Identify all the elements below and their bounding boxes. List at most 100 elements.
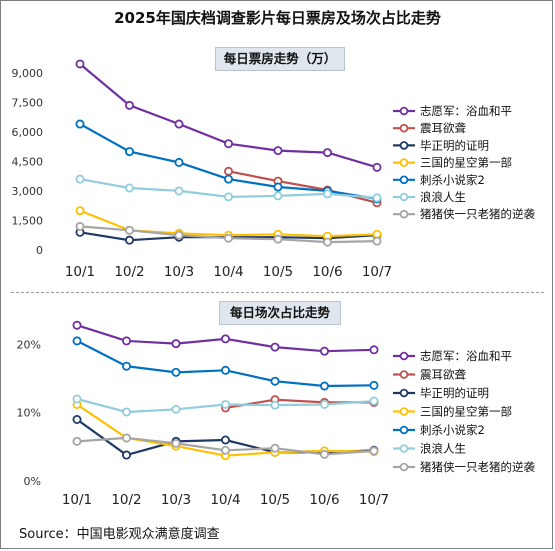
chart2-data-point	[369, 396, 379, 406]
chart2-data-point	[72, 436, 82, 446]
chart2-data-point	[122, 450, 132, 460]
chart1-series-line	[228, 170, 378, 204]
chart1-data-point	[125, 183, 135, 193]
chart1-legend-label: 震耳欲聋	[420, 121, 466, 135]
chart1-data-point	[322, 148, 332, 158]
chart1-ytick-label: 6,000	[12, 126, 44, 139]
chart2-legend-label: 三国的星空第一部	[420, 405, 512, 419]
chart1-title: 每日票房走势（万）	[215, 47, 345, 71]
chart2-ytick-label: 0%	[24, 475, 41, 488]
chart1-legend-label: 三国的星空第一部	[420, 156, 512, 170]
chart1-ytick-label: 0	[36, 244, 43, 257]
chart2-data-point	[270, 400, 280, 410]
chart2-legend-label: 志愿军：浴血和平	[420, 349, 512, 363]
chart2-data-point	[270, 443, 280, 453]
chart2-xtick-label: 10/5	[260, 492, 290, 508]
chart1-xtick-label: 10/3	[164, 264, 194, 280]
divider	[11, 292, 544, 293]
chart1-ytick-label: 7,500	[12, 96, 44, 109]
chart2-data-point	[171, 339, 181, 349]
chart2-data-point	[171, 404, 181, 414]
chart1-data-point	[125, 100, 135, 110]
chart2-title: 每日场次占比走势	[219, 301, 341, 325]
chart1-legend-label: 毕正明的证明	[420, 138, 489, 152]
chart1-data-point	[372, 193, 382, 203]
chart2-data-point	[220, 445, 230, 455]
chart1-data-point	[125, 147, 135, 157]
chart2-data-point	[122, 361, 132, 371]
chart1-data-point	[223, 166, 233, 176]
chart1-legend-label: 志愿军：浴血和平	[420, 104, 512, 118]
chart1-data-point	[174, 119, 184, 129]
chart2-ytick-label: 10%	[17, 407, 41, 420]
chart1-legend-marker	[399, 175, 409, 185]
chart2-legend-marker	[399, 407, 409, 416]
chart1-xtick-label: 10/1	[65, 264, 95, 280]
chart2-data-point	[369, 380, 379, 390]
chart1-legend-label: 猪猪侠一只老猪的逆袭	[420, 207, 535, 221]
chart2-data-point	[72, 320, 82, 330]
chart1-series-line	[79, 63, 378, 169]
chart2-legend-label: 浪浪人生	[420, 442, 466, 456]
chart2-data-point	[369, 345, 379, 355]
chart2-xtick-label: 10/2	[111, 492, 141, 508]
chart2-data-point	[270, 342, 280, 352]
chart1-data-point	[273, 146, 283, 156]
chart2-data-point	[369, 446, 379, 456]
chart1-data-point	[273, 234, 283, 244]
chart2-legend-marker	[399, 351, 409, 361]
chart2-data-point	[72, 414, 82, 424]
chart2-data-point	[319, 399, 329, 409]
chart1-ytick-label: 9,000	[12, 67, 44, 80]
chart1-data-point	[75, 119, 85, 129]
chart1-ytick-label: 1,500	[12, 214, 44, 227]
chart1-legend-marker	[399, 123, 409, 133]
chart2-data-point	[319, 381, 329, 391]
chart1-xtick-label: 10/6	[312, 264, 342, 280]
page-title: 2025年国庆档调查影片每日票房及场次占比走势	[114, 9, 441, 27]
chart2-data-point	[220, 399, 230, 409]
chart1-data-point	[174, 157, 184, 167]
chart1-legend-marker	[399, 106, 409, 116]
chart2-data-point	[171, 438, 181, 448]
chart2-xtick-label: 10/6	[309, 492, 339, 508]
chart1-legend-marker	[399, 158, 409, 167]
chart1-xtick-label: 10/4	[213, 264, 243, 280]
chart1-legend-label: 刺杀小说家2	[420, 173, 485, 187]
chart1-data-point	[75, 206, 85, 216]
chart1-data-point	[273, 191, 283, 201]
chart2-xtick-label: 10/4	[210, 492, 240, 508]
chart1-data-point	[174, 186, 184, 196]
chart1-xtick-label: 10/5	[263, 264, 293, 280]
chart2-xtick-label: 10/7	[359, 492, 389, 508]
chart2-legend-label: 震耳欲聋	[420, 368, 466, 382]
chart1-xtick-label: 10/2	[114, 264, 144, 280]
chart2-ytick-label: 20%	[17, 338, 41, 351]
chart1-legend-marker	[399, 141, 409, 150]
chart2-xtick-label: 10/1	[62, 492, 92, 508]
chart2-legend-marker	[399, 462, 409, 472]
chart1-data-point	[223, 139, 233, 149]
chart1-data-point	[273, 182, 283, 192]
chart2-data-point	[72, 394, 82, 404]
chart2-data-point	[122, 433, 132, 443]
chart1-data-point	[322, 237, 332, 247]
chart2-legend-label: 刺杀小说家2	[420, 423, 485, 437]
chart2-legend-marker	[399, 444, 409, 453]
chart1-ytick-label: 3,000	[12, 185, 44, 198]
chart2-data-point	[171, 367, 181, 377]
chart2-data-point	[220, 435, 230, 445]
chart2-data-point	[122, 336, 132, 346]
chart2-xtick-label: 10/3	[161, 492, 191, 508]
chart1-data-point	[223, 192, 233, 202]
chart1-legend-label: 浪浪人生	[420, 190, 466, 204]
chart2-legend-label: 猪猪侠一只老猪的逆袭	[420, 460, 535, 474]
chart1-data-point	[174, 230, 184, 240]
chart2-data-point	[220, 334, 230, 344]
chart1-data-point	[75, 221, 85, 231]
chart2-data-point	[270, 376, 280, 386]
chart2-data-point	[122, 407, 132, 417]
chart1-legend-marker	[399, 192, 409, 202]
